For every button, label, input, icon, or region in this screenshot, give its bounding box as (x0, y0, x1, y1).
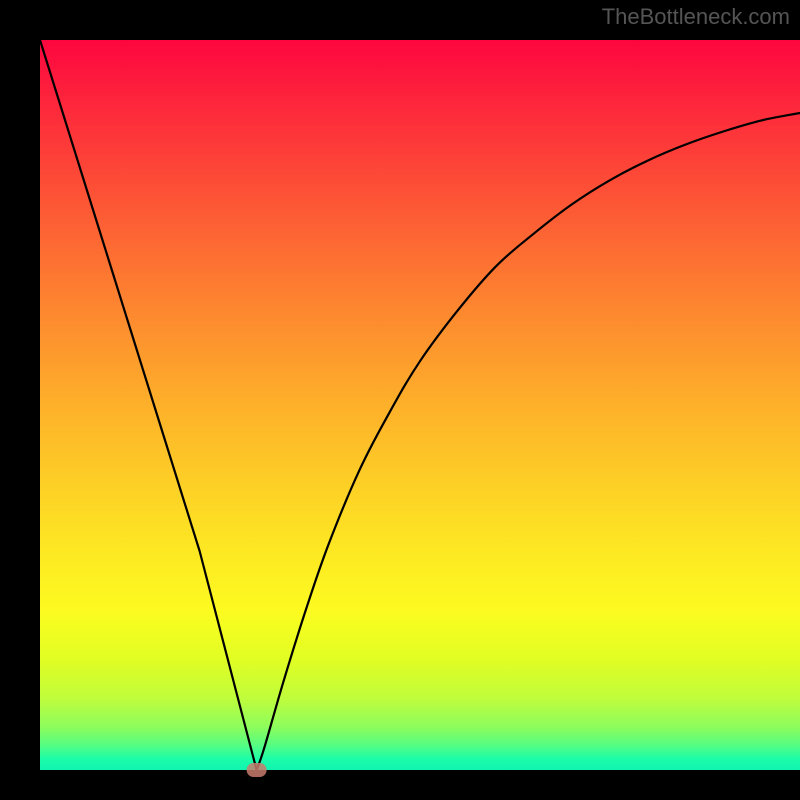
bottleneck-chart (0, 0, 800, 800)
watermark-text: TheBottleneck.com (602, 4, 790, 30)
minimum-marker (247, 763, 267, 777)
chart-container: TheBottleneck.com (0, 0, 800, 800)
